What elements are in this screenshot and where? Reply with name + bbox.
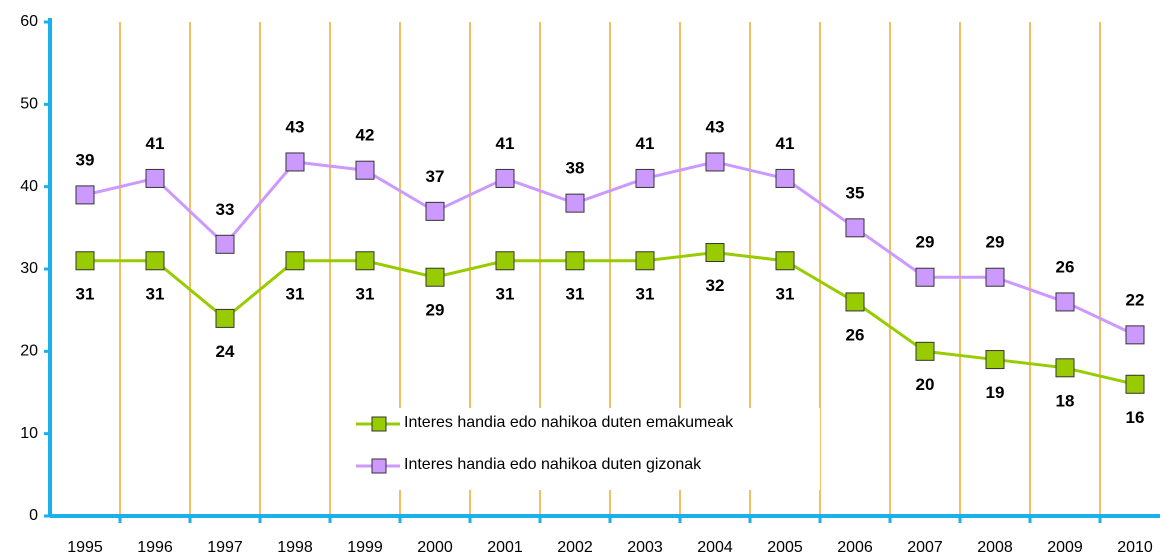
x-tick-label: 1997	[207, 539, 243, 556]
point	[915, 341, 935, 361]
x-tick-label: 2010	[1117, 539, 1153, 556]
point	[495, 251, 515, 271]
data-label: 31	[496, 284, 515, 303]
point	[1125, 325, 1145, 345]
series-line	[84, 160, 1136, 337]
point	[705, 152, 725, 172]
x-tick-label: 1996	[137, 539, 173, 556]
x-tick-label: 1995	[67, 539, 103, 556]
data-label: 31	[76, 284, 95, 303]
data-label: 31	[286, 284, 305, 303]
y-tick-label: 0	[29, 507, 38, 524]
point	[775, 251, 795, 271]
point	[845, 292, 865, 312]
point	[285, 152, 305, 172]
data-label: 31	[146, 284, 165, 303]
data-label: 24	[216, 342, 235, 361]
data-label: 41	[496, 134, 515, 153]
point	[425, 267, 445, 287]
data-label: 37	[426, 167, 445, 186]
x-tick-label: 2002	[557, 539, 593, 556]
point	[775, 168, 795, 188]
point	[635, 251, 655, 271]
y-tick-label: 40	[20, 178, 38, 195]
x-tick-label: 1999	[347, 539, 383, 556]
x-tick-label: 2004	[697, 539, 733, 556]
data-label: 31	[566, 284, 585, 303]
point	[1125, 374, 1145, 394]
legend-label: Interes handia edo nahikoa duten gizonak	[404, 456, 702, 473]
data-label: 35	[846, 183, 865, 202]
data-label: 19	[986, 383, 1005, 402]
data-label: 43	[706, 117, 725, 136]
data-label: 26	[1056, 257, 1075, 276]
point	[635, 168, 655, 188]
y-tick-label: 60	[20, 13, 38, 30]
data-label: 20	[916, 375, 935, 394]
data-label: 26	[846, 325, 865, 344]
data-label: 31	[776, 284, 795, 303]
data-label: 41	[636, 134, 655, 153]
data-label: 16	[1126, 408, 1145, 427]
y-tick-label: 50	[20, 96, 38, 113]
x-tick-label: 2007	[907, 539, 943, 556]
x-tick-label: 1998	[277, 539, 313, 556]
point	[425, 201, 445, 221]
data-label: 42	[356, 126, 375, 145]
legend-item: Interes handia edo nahikoa duten gizonak	[404, 456, 702, 473]
x-tick-label: 2006	[837, 539, 873, 556]
data-label: 22	[1126, 290, 1145, 309]
x-tick-label: 2003	[627, 539, 663, 556]
point	[845, 218, 865, 238]
data-label: 33	[216, 200, 235, 219]
legend-marker	[371, 416, 387, 432]
data-label: 29	[986, 233, 1005, 252]
data-label: 39	[76, 150, 95, 169]
x-tick-label: 2009	[1047, 539, 1083, 556]
data-label: 31	[356, 284, 375, 303]
point	[1055, 358, 1075, 378]
legend-item: Interes handia edo nahikoa duten emakume…	[404, 414, 734, 431]
legend-label: Interes handia edo nahikoa duten emakume…	[404, 414, 734, 431]
data-label: 18	[1056, 391, 1075, 410]
y-tick-label: 20	[20, 343, 38, 360]
series-line	[85, 251, 1136, 386]
x-tick-label: 2008	[977, 539, 1013, 556]
point	[355, 160, 375, 180]
point	[75, 251, 95, 271]
point	[145, 168, 165, 188]
data-label: 31	[636, 284, 655, 303]
point	[285, 251, 305, 271]
y-tick-label: 30	[20, 260, 38, 277]
data-label: 29	[426, 301, 445, 320]
point	[215, 308, 235, 328]
point	[915, 267, 935, 287]
point	[1055, 292, 1075, 312]
data-label: 41	[776, 134, 795, 153]
point	[565, 251, 585, 271]
data-label: 41	[146, 134, 165, 153]
x-tick-label: 2005	[767, 539, 803, 556]
point	[985, 350, 1005, 370]
legend-marker	[371, 458, 387, 474]
data-label: 38	[566, 159, 585, 178]
point	[985, 267, 1005, 287]
data-label: 43	[286, 117, 305, 136]
point	[355, 251, 375, 271]
data-label: 29	[916, 233, 935, 252]
point	[215, 234, 235, 254]
point	[565, 193, 585, 213]
x-tick-label: 2001	[487, 539, 523, 556]
x-tick-label: 2000	[417, 539, 453, 556]
legend-box	[340, 408, 820, 490]
point	[75, 185, 95, 205]
point	[145, 251, 165, 271]
point	[705, 243, 725, 263]
y-tick-label: 10	[20, 425, 38, 442]
point	[495, 168, 515, 188]
data-label: 32	[706, 276, 725, 295]
